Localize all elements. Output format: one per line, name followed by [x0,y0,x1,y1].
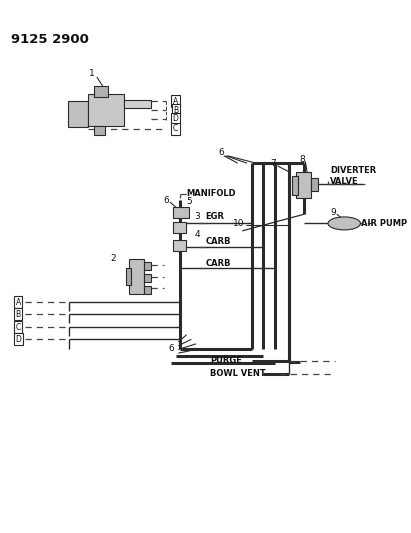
Text: 5: 5 [187,197,192,206]
Bar [94,126,105,135]
Text: AIR PUMP: AIR PUMP [361,219,407,228]
Text: C: C [16,322,21,332]
Text: 4: 4 [194,230,200,239]
Bar [173,240,186,251]
Bar [94,86,108,98]
Text: 7: 7 [270,159,276,168]
Bar [88,94,124,126]
Text: A: A [16,297,21,306]
Text: 10: 10 [233,219,245,228]
Bar [311,178,318,191]
Text: 2: 2 [111,254,116,263]
Text: MANIFOLD: MANIFOLD [187,189,236,198]
Text: 1: 1 [90,69,95,78]
Text: CARB: CARB [205,237,231,246]
Text: D: D [173,114,178,123]
Text: CARB: CARB [205,259,231,268]
Text: B: B [16,310,21,319]
Text: 6: 6 [164,196,169,205]
Bar [144,262,152,270]
Bar [173,207,189,218]
Text: 8: 8 [300,155,305,164]
Text: BOWL VENT: BOWL VENT [210,369,266,378]
Text: 6: 6 [168,344,174,353]
Text: B: B [173,106,178,115]
Text: A: A [173,96,178,106]
Text: 6: 6 [218,148,224,157]
Text: C: C [173,124,178,133]
Text: VALVE: VALVE [330,177,359,186]
Text: 9125 2900: 9125 2900 [11,34,88,46]
Text: 9: 9 [330,208,336,217]
Bar [296,173,311,198]
Text: PURGE: PURGE [210,356,242,365]
Bar [173,222,186,233]
Bar [68,101,88,127]
Text: D: D [15,335,21,344]
Bar [144,274,152,282]
Bar [129,259,144,294]
Ellipse shape [328,217,360,230]
Text: EGR: EGR [205,213,224,221]
Bar [144,286,152,294]
Bar [292,176,298,195]
Text: 3: 3 [194,212,200,221]
Text: DIVERTER: DIVERTER [330,166,376,175]
Bar [124,100,152,108]
Bar [125,268,131,285]
